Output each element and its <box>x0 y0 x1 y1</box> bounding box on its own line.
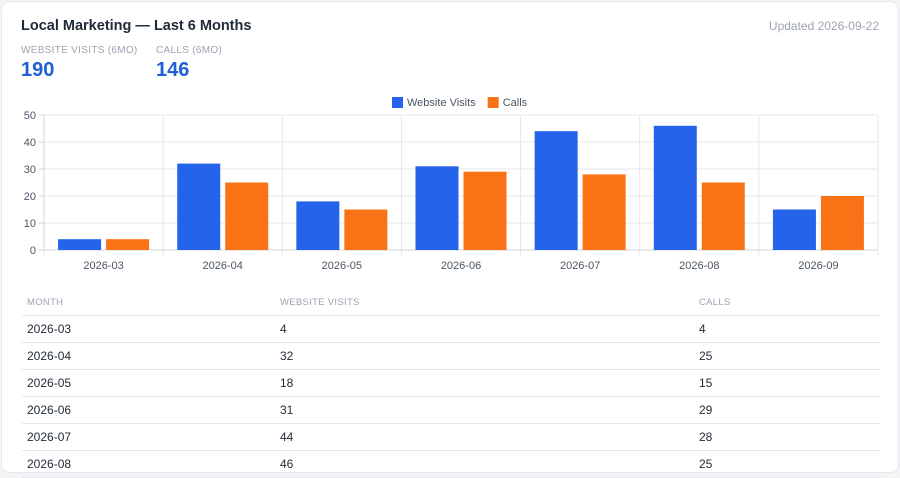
bar-calls <box>344 209 388 250</box>
bar-calls <box>106 239 150 250</box>
legend-label: Calls <box>503 97 528 109</box>
x-tick-label: 2026-03 <box>83 260 123 272</box>
bar-website-visits <box>296 201 340 250</box>
stat-label: WEBSITE VISITS (6MO) <box>21 45 138 56</box>
table-cell: 28 <box>699 430 713 444</box>
y-tick-label: 20 <box>24 191 36 203</box>
x-tick-label: 2026-09 <box>798 260 838 272</box>
bar-calls <box>463 171 507 250</box>
table-row: 2026-04 32 25 <box>22 343 880 370</box>
y-tick-label: 50 <box>24 110 36 122</box>
table-cell: 2026-03 <box>27 322 72 336</box>
table-cell: 4 <box>280 322 287 336</box>
y-tick-label: 10 <box>24 218 36 230</box>
x-tick-label: 2026-04 <box>203 260 243 272</box>
table-cell: 2026-08 <box>27 457 72 471</box>
bar-calls <box>582 174 626 250</box>
updated-timestamp: Updated 2026-09-22 <box>768 19 879 33</box>
x-tick-label: 2026-06 <box>441 260 481 272</box>
stat-label: CALLS (6MO) <box>156 45 223 56</box>
table-cell: 44 <box>280 430 294 444</box>
legend-label: Website Visits <box>407 97 476 109</box>
table-row: 2026-07 44 28 <box>22 424 880 451</box>
bar-website-visits <box>772 209 816 250</box>
table-cell: 4 <box>699 322 706 336</box>
stat-value: 146 <box>156 59 190 81</box>
page-title: Local Marketing — Last 6 Months <box>21 18 252 34</box>
column-header-website-visits: WEBSITE VISITS <box>280 297 360 308</box>
table-row: 2026-06 31 29 <box>22 397 880 424</box>
table-cell: 31 <box>280 403 294 417</box>
bar-chart: 0 10 20 30 40 50 2026-03 2026-04 2026-05 2026-06 2… <box>24 97 879 272</box>
table-cell: 18 <box>280 376 294 390</box>
bar-website-visits <box>653 125 697 250</box>
x-tick-label: 2026-05 <box>322 260 362 272</box>
table-row: 2026-08 46 25 <box>22 451 880 478</box>
bar-website-visits <box>415 166 459 250</box>
bar-calls <box>225 182 269 250</box>
stat-calls: CALLS (6MO) 146 <box>156 45 222 82</box>
table-cell: 2026-06 <box>27 403 72 417</box>
table-cell: 32 <box>280 349 294 363</box>
legend-swatch <box>392 97 403 108</box>
data-table: MONTH WEBSITE VISITS CALLS 2026-03 4 4 2026… <box>22 290 880 478</box>
x-tick-label: 2026-08 <box>679 260 719 272</box>
table-row: 2026-05 18 15 <box>22 370 880 397</box>
table-cell: 25 <box>699 349 713 363</box>
table-body: 2026-03 4 4 2026-04 32 25 2026-05 18 15 2026-06 31… <box>22 316 880 478</box>
table-cell: 25 <box>699 457 713 471</box>
column-header-calls: CALLS <box>699 297 731 308</box>
x-tick-label: 2026-07 <box>560 260 600 272</box>
bar-website-visits <box>534 131 578 250</box>
table-cell: 29 <box>699 403 713 417</box>
column-header-month: MONTH <box>27 297 64 308</box>
table-header: MONTH WEBSITE VISITS CALLS <box>22 290 880 316</box>
y-tick-label: 30 <box>24 164 36 176</box>
y-tick-label: 0 <box>30 245 36 257</box>
bar-website-visits <box>58 239 102 250</box>
bar-calls <box>820 196 864 250</box>
table-cell: 46 <box>280 457 294 471</box>
stat-value: 190 <box>21 59 55 81</box>
bar-calls <box>701 182 745 250</box>
table-row: 2026-03 4 4 <box>22 316 880 343</box>
y-tick-label: 40 <box>24 137 36 149</box>
legend-swatch <box>487 97 499 108</box>
table-cell: 2026-05 <box>27 376 72 390</box>
table-cell: 2026-04 <box>27 349 72 363</box>
table-cell: 2026-07 <box>27 430 72 444</box>
bar-website-visits <box>177 163 221 250</box>
table-cell: 15 <box>699 376 713 390</box>
stat-website-visits: WEBSITE VISITS (6MO) 190 <box>21 45 138 82</box>
